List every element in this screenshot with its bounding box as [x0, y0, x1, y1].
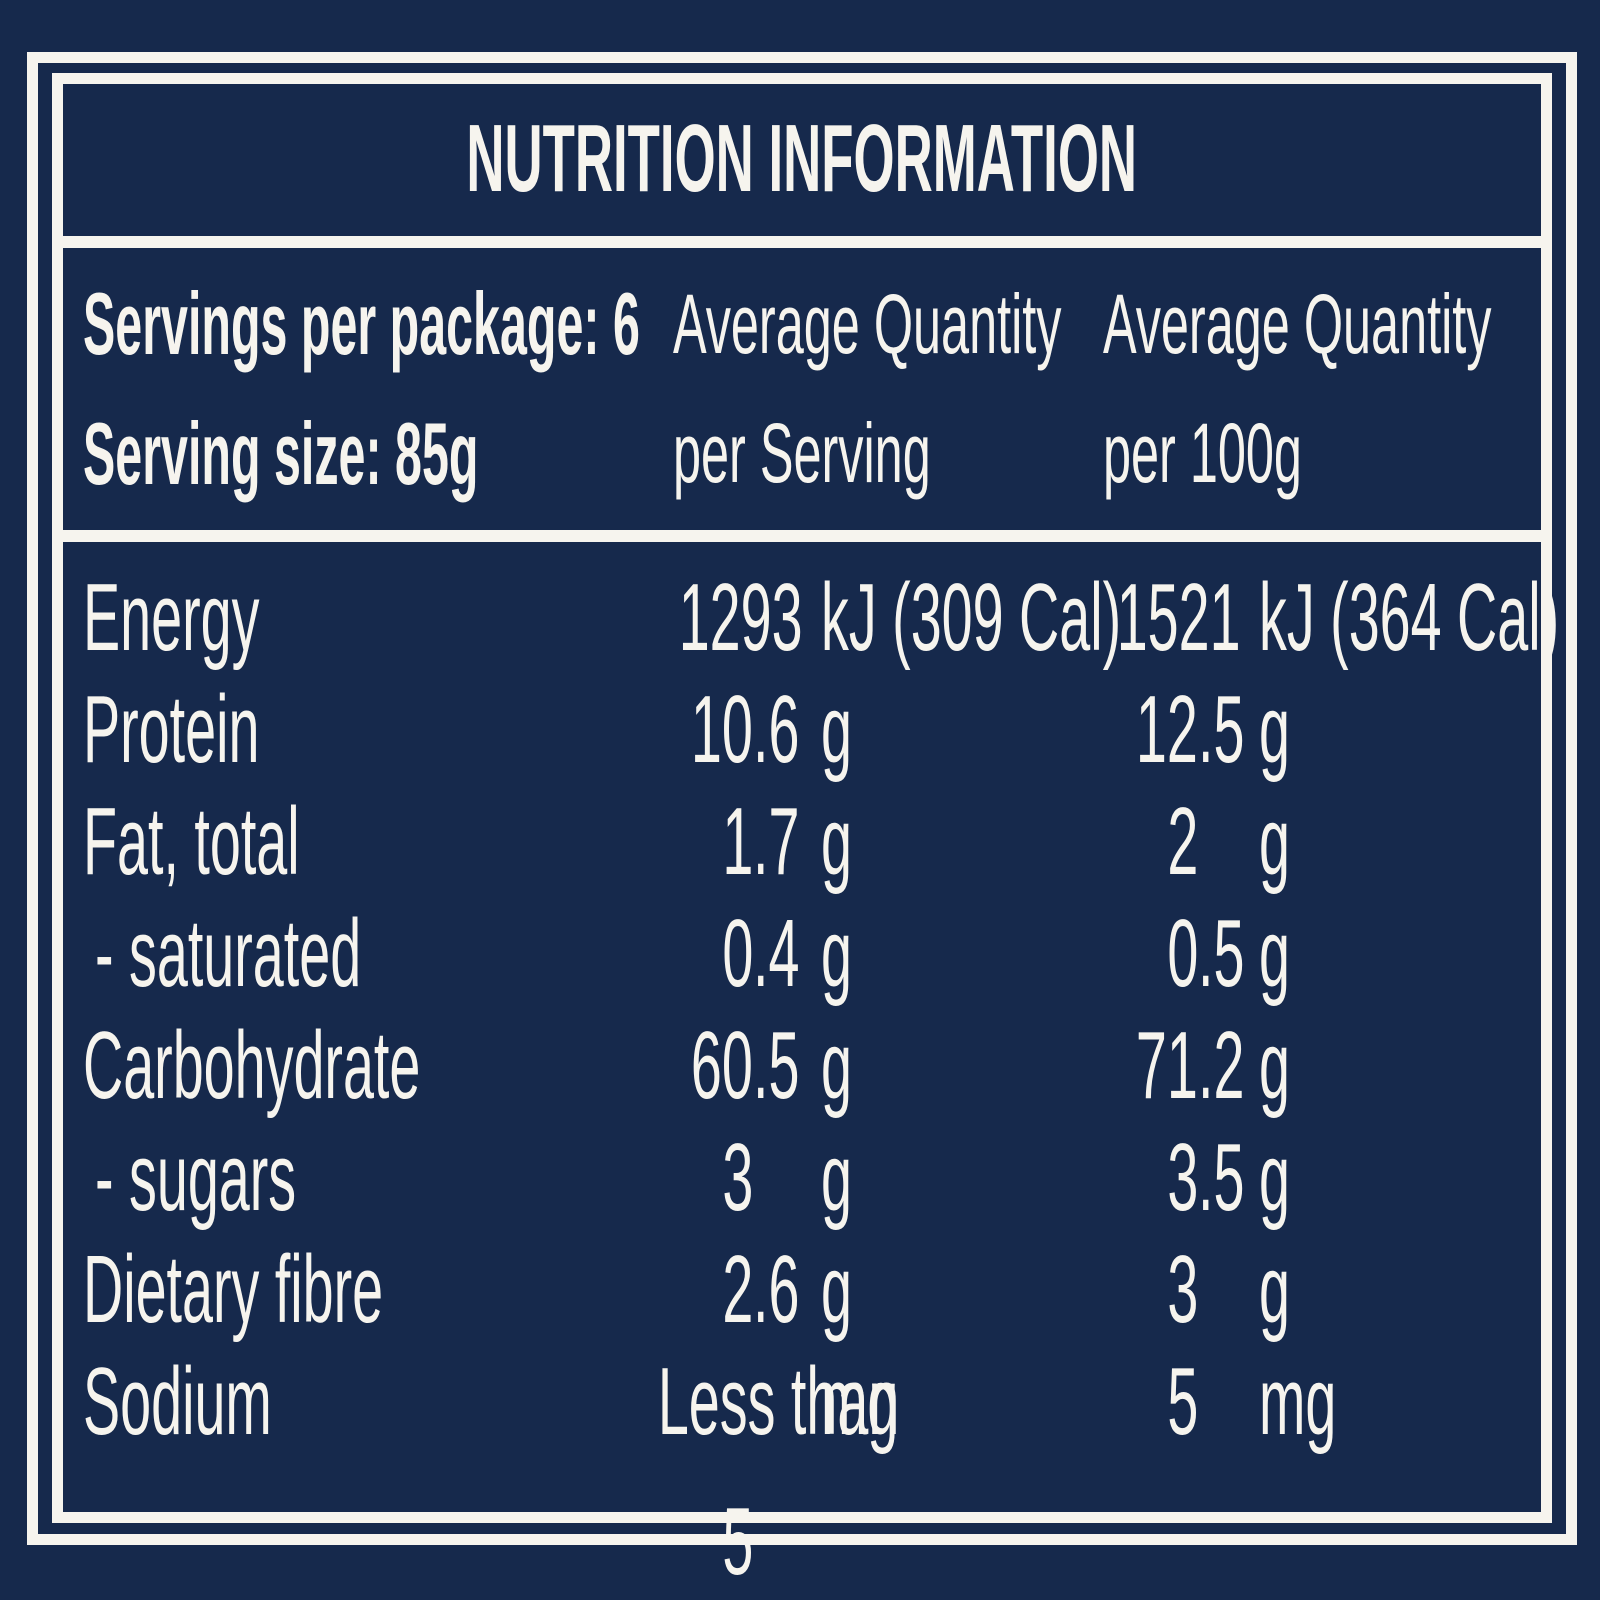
inner-frame: NUTRITION INFORMATION Servings per packa… — [52, 73, 1559, 1595]
nutrient-row-protein: Protein 10 .6 g 12 .5 g — [63, 674, 1541, 786]
title-divider — [63, 236, 1541, 248]
per100-unit: g — [1259, 1236, 1290, 1343]
serve-qualifier: Less than — [657, 1348, 900, 1455]
serve-unit: g — [821, 676, 852, 783]
per100-value: 5 — [1167, 1348, 1198, 1455]
serve-decimal: .5 — [753, 1012, 800, 1119]
per100-decimal: .5 — [1198, 900, 1245, 1007]
nutrient-row-dietary-fibre: Dietary fibre 2 .6 g 3 g — [63, 1234, 1541, 1346]
per100-value: 12 — [1136, 676, 1198, 783]
per-100g-header-line1: Average Quantity — [1103, 277, 1492, 371]
nutrient-row-carbohydrate: Carbohydrate 60 .5 g 71 .2 g — [63, 1010, 1541, 1122]
serve-unit: g — [821, 900, 852, 1007]
serving-size: Serving size: 85g — [83, 404, 479, 503]
serve-value: 60 — [691, 1012, 753, 1119]
header-divider — [63, 530, 1541, 542]
nutrient-row-saturated-fat: - saturated 0 .4 g 0 .5 g — [63, 898, 1541, 1010]
per100-value: 0 — [1167, 900, 1198, 1007]
header-section: Servings per package: 6 Serving size: 85… — [63, 248, 1541, 530]
serve-decimal: .6 — [753, 676, 800, 783]
nutrient-row-sugars: - sugars 3 g 3 .5 g — [63, 1122, 1541, 1234]
serve-unit: g — [821, 1236, 852, 1343]
nutrient-label: Protein — [83, 676, 260, 783]
serve-unit: kJ (309 Cal) — [821, 564, 1122, 671]
nutrient-label: Dietary fibre — [83, 1236, 384, 1343]
serve-value: 1 — [722, 788, 753, 895]
per-100g-header-line2: per 100g — [1103, 406, 1302, 500]
nutrient-label: Energy — [83, 564, 260, 671]
serve-value: 0 — [722, 900, 753, 1007]
serve-value: 2 — [722, 1236, 753, 1343]
per100-unit: g — [1259, 676, 1290, 783]
per100-decimal: .2 — [1198, 1012, 1245, 1119]
per-serving-header-line2: per Serving — [673, 406, 931, 500]
serve-value: 5 — [722, 1488, 753, 1595]
serve-unit: mg — [821, 1348, 899, 1455]
nutrient-row-sodium: Sodium Less than 5 mg 5 mg — [63, 1346, 1541, 1595]
outer-frame: NUTRITION INFORMATION Servings per packa… — [27, 52, 1577, 1595]
serve-value: 1293 — [679, 564, 803, 671]
per-100g-column-header: Average Quantity per 100g — [1088, 272, 1600, 532]
per100-value: 3 — [1167, 1124, 1198, 1231]
serve-decimal: .7 — [753, 788, 800, 895]
nutrient-table: Energy 1293 kJ (309 Cal) 1521 kJ (364 Ca… — [63, 542, 1559, 1595]
per-serving-header-line1: Average Quantity — [673, 277, 1062, 371]
per100-value: 3 — [1167, 1236, 1198, 1343]
serving-info: Servings per package: 6 Serving size: 85… — [63, 272, 658, 532]
serve-value: 3 — [722, 1124, 753, 1231]
per100-value: 2 — [1167, 788, 1198, 895]
serve-unit: g — [821, 1012, 852, 1119]
per100-unit: mg — [1259, 1348, 1337, 1455]
serve-unit: g — [821, 1124, 852, 1231]
nutrient-label: Sodium — [83, 1348, 272, 1455]
nutrient-row-energy: Energy 1293 kJ (309 Cal) 1521 kJ (364 Ca… — [63, 562, 1559, 674]
serve-value: 10 — [691, 676, 753, 783]
per100-unit: g — [1259, 788, 1290, 895]
per-serving-column-header: Average Quantity per Serving — [658, 272, 1088, 532]
nutrient-label: - saturated — [95, 900, 362, 1007]
nutrient-label: Fat, total — [83, 788, 300, 895]
servings-per-package: Servings per package: 6 — [83, 274, 640, 373]
nutrient-label: - sugars — [95, 1124, 297, 1231]
serve-decimal: .6 — [753, 1236, 800, 1343]
nutrient-row-fat-total: Fat, total 1 .7 g 2 g — [63, 786, 1541, 898]
per100-decimal: .5 — [1198, 676, 1245, 783]
nutrient-label: Carbohydrate — [83, 1012, 421, 1119]
per100-unit: g — [1259, 900, 1290, 1007]
per100-value: 1521 — [1117, 564, 1241, 671]
per100-unit: g — [1259, 1124, 1290, 1231]
panel-title: NUTRITION INFORMATION — [466, 105, 1138, 212]
serve-unit: g — [821, 788, 852, 895]
per100-unit: kJ (364 Cal) — [1259, 564, 1560, 671]
per100-value: 71 — [1136, 1012, 1198, 1119]
serve-decimal: .4 — [753, 900, 800, 1007]
per100-decimal: .5 — [1198, 1124, 1245, 1231]
per100-unit: g — [1259, 1012, 1290, 1119]
title-section: NUTRITION INFORMATION — [63, 84, 1541, 236]
